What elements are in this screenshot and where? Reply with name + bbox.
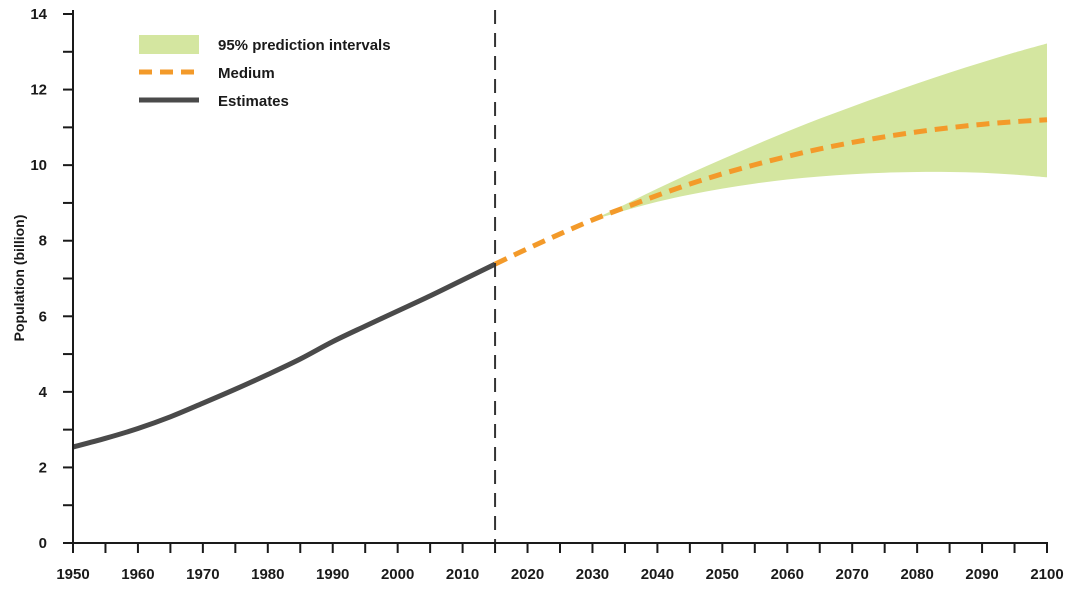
y-tick-label: 2 — [39, 459, 47, 476]
x-tick-label: 2040 — [641, 566, 674, 583]
x-tick-label: 2000 — [381, 566, 414, 583]
series-layer — [72, 117, 1048, 450]
y-axis-title: Population (billion) — [11, 215, 27, 342]
x-tick-label: 1960 — [121, 566, 154, 583]
x-tick-label: 2050 — [706, 566, 739, 583]
legend-swatch-interval — [139, 35, 199, 54]
legend-label-interval: 95% prediction intervals — [218, 37, 391, 54]
y-tick-label: 14 — [30, 6, 47, 23]
legend-label-medium: Medium — [218, 65, 275, 82]
y-tick-label: 8 — [39, 233, 47, 250]
y-tick-label: 6 — [39, 308, 47, 325]
x-tick-label: 1970 — [186, 566, 219, 583]
x-tick-label: 2060 — [771, 566, 804, 583]
prediction-band-layer — [592, 43, 1047, 220]
x-tick-label: 2020 — [511, 566, 544, 583]
legend: 95% prediction intervals Medium Estimate… — [139, 35, 391, 110]
prediction-interval-band — [592, 43, 1047, 220]
x-tick-label: 2100 — [1030, 566, 1063, 583]
x-tick-label: 2080 — [900, 566, 933, 583]
y-tick-label: 10 — [30, 157, 47, 174]
x-tick-label: 2070 — [836, 566, 869, 583]
x-tick-label: 1950 — [56, 566, 89, 583]
estimates-line — [72, 261, 497, 450]
x-tick-label: 2030 — [576, 566, 609, 583]
x-tick-label: 1980 — [251, 566, 284, 583]
x-tick-label: 2090 — [965, 566, 998, 583]
medium-projection-line — [493, 117, 1048, 267]
axes-layer: 1950 1960 1970 1980 1990 2000 2010 2020 2030 2040… — [30, 6, 1063, 583]
y-tick-label: 4 — [39, 384, 48, 401]
y-tick-label: 0 — [39, 535, 47, 552]
x-tick-label: 2010 — [446, 566, 479, 583]
legend-label-estimates: Estimates — [218, 93, 289, 110]
x-tick-label: 1990 — [316, 566, 349, 583]
y-tick-label: 12 — [30, 82, 47, 99]
